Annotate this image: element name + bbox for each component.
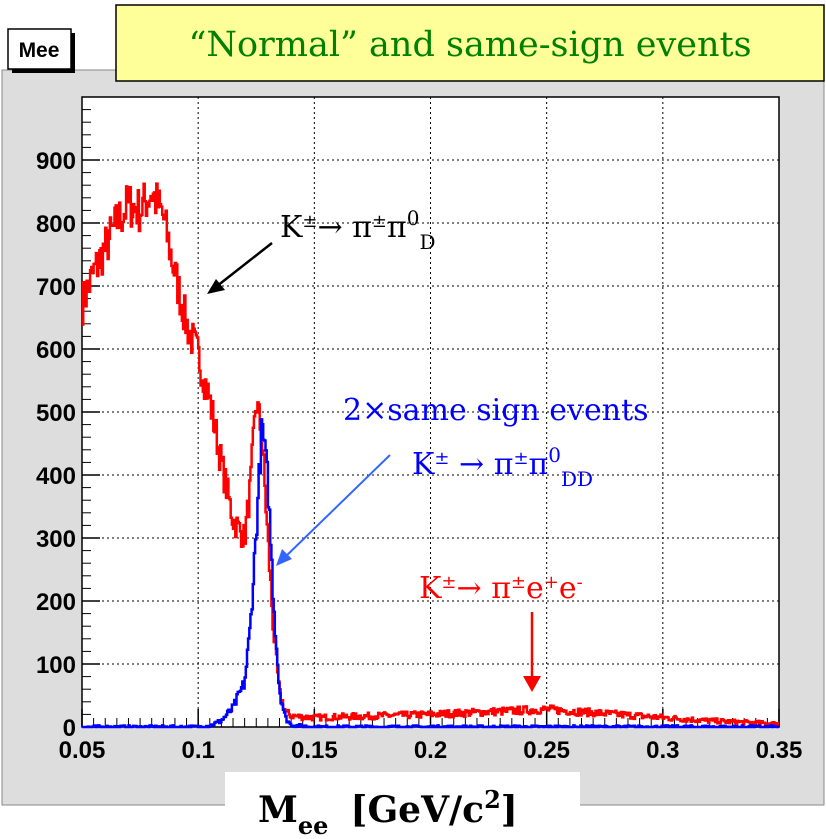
x-axis-title-units: [GeV/c (350, 789, 484, 831)
x-axis-title-sub: ee (298, 811, 329, 839)
banner-box (115, 4, 825, 82)
banner-title: “Normal” and same-sign events (188, 25, 751, 65)
series-layer (81, 182, 780, 729)
grid (82, 97, 779, 727)
same-sign-arrowhead (276, 549, 292, 566)
x-tick-label: 0.35 (756, 737, 803, 764)
y-tick-label: 400 (36, 463, 76, 490)
y-tick-label: 300 (36, 526, 76, 553)
x-axis-title-sup: 2 (484, 785, 501, 814)
axis-ticks: 0.05 0.1 0.15 0.2 0.25 0.3 0.35 0 100 200 300 400 50… (36, 96, 803, 764)
same-sign-arrow (281, 454, 391, 561)
y-tick-label: 200 (36, 589, 76, 616)
same-sign-title: 2×same sign events (343, 393, 649, 428)
x-axis-title-box (225, 772, 580, 839)
dalitz-annotation: K±→ π±e+e- (419, 571, 583, 606)
x-tick-label: 0.25 (523, 737, 570, 764)
y-tick-label: 700 (36, 274, 76, 301)
normal-arrow (211, 242, 273, 291)
x-tick-label: 0.05 (59, 737, 106, 764)
y-tick-label: 500 (36, 400, 76, 427)
y-tick-label: 800 (36, 211, 76, 238)
normal-arrowhead (207, 279, 225, 294)
x-tick-label: 0.1 (181, 737, 214, 764)
y-tick-label: 600 (36, 337, 76, 364)
y-tick-label: 0 (63, 715, 76, 742)
series-same-sign-line (82, 418, 779, 729)
x-axis-title-main: M (258, 789, 298, 831)
dalitz-arrowhead (523, 676, 541, 692)
y-tick-label: 900 (36, 148, 76, 175)
series-normal-line (81, 182, 780, 727)
x-tick-label: 0.15 (291, 737, 338, 764)
same-sign-annotation: K± → π±π0DD (412, 443, 593, 491)
x-tick-label: 0.3 (646, 737, 679, 764)
x-axis-title: Mee [GeV/c2] (258, 785, 518, 839)
normal-annotation: K±→ π±π0D (280, 206, 436, 254)
x-tick-label: 0.2 (414, 737, 447, 764)
y-tick-label: 100 (36, 652, 76, 679)
histogram-tag: Mee (19, 39, 60, 62)
x-axis-title-close: ] (501, 789, 518, 831)
histogram-tag-box (7, 28, 72, 70)
